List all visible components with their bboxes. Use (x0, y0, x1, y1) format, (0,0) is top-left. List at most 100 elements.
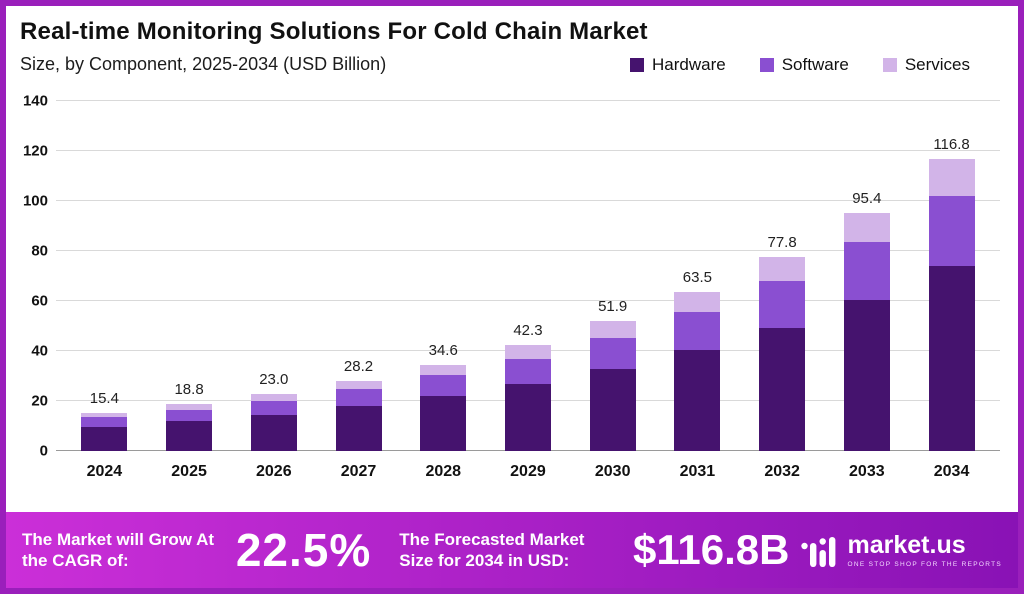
segment-services-2024 (81, 412, 128, 418)
y-tick-label-120: 120 (22, 142, 48, 160)
subtitle-row: Size, by Component, 2025-2034 (USD Billi… (20, 54, 1000, 75)
bar-2028: 34.6 2028 (417, 101, 469, 480)
segment-services-2029 (504, 345, 551, 359)
segment-software-2025 (166, 410, 213, 422)
segment-hardware-2032 (759, 327, 806, 451)
brand-tagline: ONE STOP SHOP FOR THE REPORTS (847, 560, 1002, 568)
y-tick-label-80: 80 (31, 242, 48, 260)
segment-software-2033 (843, 242, 890, 300)
bar-2034: 116.8 2034 (926, 101, 978, 480)
cagr-value: 22.5% (235, 524, 372, 576)
x-tick-label-2029: 2029 (510, 463, 546, 480)
brand-text: market.us ONE STOP SHOP FOR THE REPORTS (847, 530, 1003, 568)
chart-header: Real-time Monitoring Solutions For Cold … (6, 6, 1018, 75)
bar-2031: 63.5 2031 (671, 101, 723, 480)
segment-services-2026 (250, 393, 297, 401)
bar-total-label-2028: 34.6 (428, 341, 458, 359)
chart-title: Real-time Monitoring Solutions For Cold … (20, 18, 648, 45)
segment-software-2028 (420, 375, 467, 396)
legend-item-software: Software (759, 55, 849, 75)
segment-services-2031 (674, 292, 721, 313)
forecast-label: The Forecasted Market Size for 2034 in U… (399, 529, 585, 570)
segment-services-2032 (759, 256, 806, 281)
legend-swatch-hardware (630, 58, 645, 72)
y-tick-label-100: 100 (22, 192, 48, 210)
bottom-banner: The Market will Grow At the CAGR of: 22.… (6, 512, 1018, 588)
segment-services-2034 (928, 159, 975, 196)
x-tick-label-2027: 2027 (340, 463, 377, 480)
bar-total-label-2026: 23.0 (259, 370, 289, 388)
bar-total-label-2024: 15.4 (89, 389, 119, 407)
bar-stack-2028 (420, 364, 467, 451)
chart: 0 20 40 60 80 100 120 140 15.4 2024 18.8 2025 23.0 2… (12, 93, 1000, 512)
x-tick-label-2028: 2028 (425, 463, 462, 480)
bar-2027: 28.2 2027 (333, 101, 385, 480)
segment-software-2024 (81, 417, 128, 427)
y-axis: 0 20 40 60 80 100 120 140 (12, 93, 56, 460)
legend-label-services: Services (904, 55, 970, 74)
segment-services-2030 (589, 321, 636, 338)
forecast-value: $116.8B (633, 526, 790, 573)
x-tick-label-2030: 2030 (594, 463, 631, 480)
segment-hardware-2030 (589, 368, 636, 451)
brand-name: market.us (847, 530, 966, 559)
segment-software-2026 (250, 400, 297, 415)
legend-label-software: Software (781, 55, 849, 74)
bar-2033: 95.4 2033 (841, 101, 893, 480)
segment-software-2029 (504, 358, 551, 384)
bar-stack-2027 (335, 380, 382, 451)
legend-label-hardware: Hardware (652, 55, 726, 74)
x-tick-label-2026: 2026 (256, 463, 292, 480)
legend-swatch-software (759, 58, 774, 72)
segment-software-2034 (928, 195, 975, 266)
bar-2030: 51.9 2030 (587, 101, 639, 480)
bar-total-label-2034: 116.8 (933, 136, 970, 153)
x-tick-label-2034: 2034 (933, 463, 970, 480)
bar-stack-2032 (759, 256, 806, 451)
segment-software-2032 (759, 280, 806, 328)
segment-services-2027 (335, 380, 382, 390)
x-tick-label-2033: 2033 (849, 463, 885, 480)
bar-total-label-2025: 18.8 (174, 381, 204, 398)
segment-services-2025 (166, 404, 213, 410)
plot-area: 15.4 2024 18.8 2025 23.0 2026 28.2 2027 34.6 2028… (56, 100, 1000, 480)
gridline-60 (56, 300, 1000, 301)
x-tick-label-2032: 2032 (764, 463, 800, 480)
segment-hardware-2027 (335, 406, 382, 451)
bar-2029: 42.3 2029 (502, 101, 554, 480)
y-tick-label-0: 0 (39, 442, 48, 460)
segment-hardware-2024 (81, 426, 128, 451)
x-tick-label-2024: 2024 (86, 463, 123, 480)
brand-logo[interactable]: market.us ONE STOP SHOP FOR THE REPORTS (800, 530, 1003, 568)
segment-hardware-2026 (250, 414, 297, 451)
bar-stack-2031 (674, 292, 721, 451)
bar-stack-2024 (81, 412, 128, 451)
bar-total-label-2032: 77.8 (767, 233, 797, 251)
y-tick-label-40: 40 (31, 342, 48, 360)
bar-2026: 23.0 2026 (248, 101, 300, 480)
x-tick-label-2031: 2031 (679, 463, 716, 480)
segment-hardware-2033 (843, 299, 890, 451)
market-us-icon (800, 533, 840, 567)
bar-stack-2029 (504, 345, 551, 451)
bar-total-label-2033: 95.4 (852, 189, 882, 207)
gridline-120 (56, 150, 1000, 151)
bar-stack-2034 (928, 159, 975, 451)
bar-2032: 77.8 2032 (756, 101, 808, 480)
y-tick-label-140: 140 (22, 92, 48, 110)
gridline-140 (56, 100, 1000, 101)
segment-hardware-2031 (674, 350, 721, 451)
x-tick-label-2025: 2025 (171, 463, 207, 480)
bar-total-label-2031: 63.5 (682, 269, 712, 287)
segment-software-2031 (674, 312, 721, 351)
legend-item-services: Services (882, 55, 970, 75)
gridline-100 (56, 200, 1000, 201)
segment-hardware-2029 (504, 383, 551, 451)
y-tick-label-20: 20 (31, 392, 48, 410)
bars-row: 15.4 2024 18.8 2025 23.0 2026 28.2 2027 34.6 2028… (56, 101, 1000, 480)
cagr-label: The Market will Grow At the CAGR of: (22, 529, 215, 570)
legend: Hardware Software Services (630, 55, 970, 75)
segment-software-2030 (589, 337, 636, 369)
segment-hardware-2034 (928, 265, 975, 451)
